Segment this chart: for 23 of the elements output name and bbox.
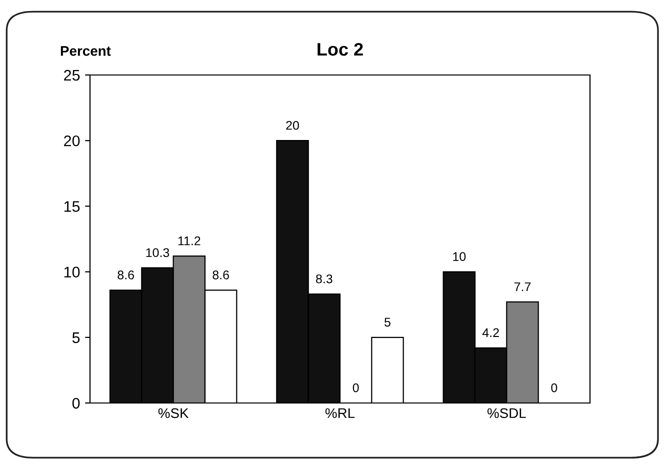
data-label: 8.3 — [316, 274, 332, 284]
chart-title: Loc 2 — [318, 42, 363, 56]
y-tick-label: 25 — [64, 70, 80, 81]
y-tick-label: 20 — [64, 135, 80, 146]
data-label: 8.6 — [212, 270, 229, 280]
data-label: 0 — [551, 383, 558, 392]
y-tick-label: 5 — [72, 332, 80, 344]
data-label: 8.6 — [118, 270, 134, 280]
data-label: 7.7 — [514, 282, 531, 292]
data-label: 10.3 — [146, 248, 170, 258]
data-label: 20 — [286, 120, 299, 130]
data-label: 0 — [352, 383, 359, 392]
x-tick-label: %RL — [325, 408, 355, 418]
x-tick-label: %SDL — [487, 408, 526, 418]
y-tick-label: 15 — [64, 201, 80, 212]
x-tick-label: %SK — [158, 408, 189, 418]
data-label: 10 — [453, 252, 466, 261]
y-tick-label: 0 — [72, 398, 80, 409]
data-label: 11.2 — [178, 236, 200, 246]
data-label: 5 — [384, 318, 390, 327]
data-label: 4.2 — [482, 328, 499, 337]
y-tick-label: 10 — [64, 266, 80, 278]
y-axis-title: Percent — [60, 46, 111, 56]
